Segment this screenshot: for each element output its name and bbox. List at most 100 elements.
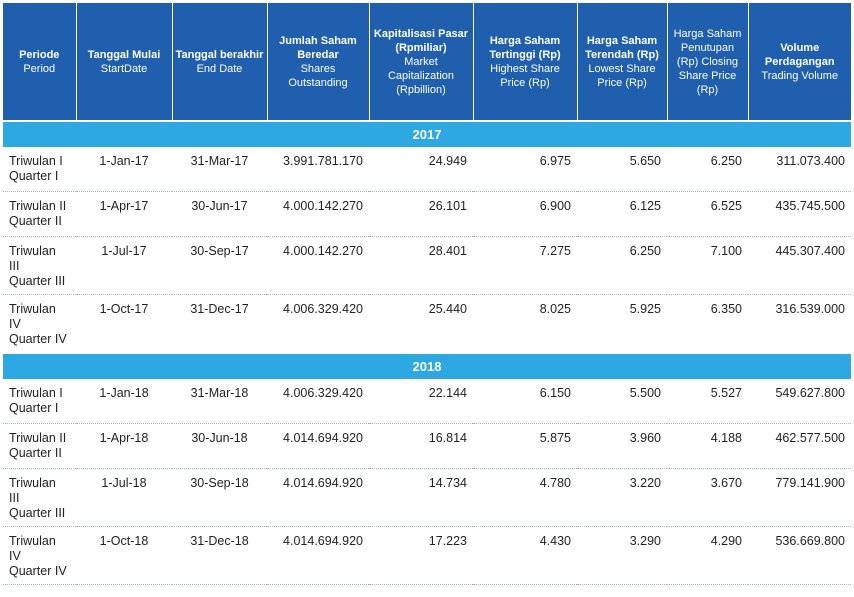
period-line: III (9, 491, 20, 505)
start-date-cell: 1-Oct-18 (76, 526, 172, 585)
trading-volume-cell: 462.577.500 (748, 423, 851, 469)
end-date-cell: 30-Sep-17 (172, 236, 267, 295)
period-line: Triwulan (9, 302, 56, 316)
header-shares-id: Jumlah Saham Beredar (279, 34, 357, 61)
header-volume-id: Volume Perdagangan (764, 41, 835, 68)
table-row: Triwulan II Quarter II 1-Apr-18 30-Jun-18 4.… (3, 423, 851, 469)
header-highest-price: Harga Saham Tertinggi (Rp) Highest Share … (473, 3, 578, 121)
trading-volume-cell: 536.669.800 (748, 526, 851, 585)
period-line: IV (9, 549, 21, 563)
lowest-price-cell: 3.960 (577, 423, 667, 469)
trading-volume-cell: 779.141.900 (748, 468, 851, 527)
start-date-cell: 1-Oct-17 (76, 294, 172, 354)
period-line: Quarter II (9, 214, 62, 228)
header-start-id: Tanggal Mulai (87, 48, 161, 61)
lowest-price-cell: 5.500 (577, 379, 667, 424)
lowest-price-cell: 5.925 (577, 294, 667, 354)
highest-price-cell: 5.875 (473, 423, 577, 469)
table-header-row: Periode Period Tanggal Mulai StartDate Tan… (3, 3, 851, 121)
closing-price-cell: 6.350 (667, 294, 748, 354)
year-label: 2018 (3, 352, 851, 379)
closing-price-cell: 6.525 (667, 191, 748, 237)
period-line: Triwulan (9, 244, 56, 258)
start-date-cell: 1-Jul-18 (76, 468, 172, 527)
header-period-en: Period (23, 62, 56, 75)
period-line: Quarter I (9, 401, 59, 415)
end-date-cell: 30-Jun-18 (172, 423, 267, 469)
market-cap-cell: 24.949 (369, 147, 473, 192)
lowest-price-cell: 6.125 (577, 191, 667, 237)
start-date-cell: 1-Apr-17 (76, 191, 172, 237)
header-cap-id: Kapitalisasi Pasar (Rpmiliar) (373, 27, 469, 54)
trading-volume-cell: 445.307.400 (748, 236, 851, 295)
period-line: Quarter III (9, 274, 66, 288)
table-row: Triwulan IV Quarter IV 1-Oct-18 31-Dec-18 4.0… (3, 526, 851, 585)
end-date-cell: 31-Dec-17 (172, 294, 267, 354)
period-line: Quarter IV (9, 564, 67, 578)
table-row: Triwulan I Quarter I 1-Jan-17 31-Mar-17 3.99… (3, 147, 851, 192)
header-lowest-price: Harga Saham Terendah (Rp) Lowest Share Pr… (577, 3, 668, 121)
period-cell: Triwulan II Quarter II (3, 423, 76, 469)
header-low-en: Lowest Share Price (Rp) (588, 62, 656, 89)
header-close-en: Harga Saham Penutupan (Rp) Closing Share… (673, 27, 742, 96)
lowest-price-cell: 3.290 (577, 526, 667, 585)
highest-price-cell: 6.150 (473, 379, 577, 424)
end-date-cell: 31-Mar-18 (172, 379, 267, 424)
start-date-cell: 1-Jan-18 (76, 379, 172, 424)
header-period: Periode Period (3, 3, 77, 121)
period-line: Quarter III (9, 506, 66, 520)
closing-price-cell: 4.188 (667, 423, 748, 469)
highest-price-cell: 4.430 (473, 526, 577, 585)
table-row: Triwulan II Quarter II 1-Apr-17 30-Jun-17 4.… (3, 191, 851, 237)
lowest-price-cell: 3.220 (577, 468, 667, 527)
header-high-en: Highest Share Price (Rp) (490, 62, 560, 89)
period-cell: Triwulan I Quarter I (3, 379, 76, 424)
header-start-en: StartDate (100, 62, 148, 75)
closing-price-cell: 3.670 (667, 468, 748, 527)
period-cell: Triwulan III Quarter III (3, 468, 76, 527)
header-end-date: Tanggal berakhir End Date (172, 3, 268, 121)
period-cell: Triwulan IV Quarter IV (3, 526, 76, 585)
shares-outstanding-cell: 4.006.329.420 (267, 294, 369, 354)
closing-price-cell: 7.100 (667, 236, 748, 295)
end-date-cell: 31-Mar-17 (172, 147, 267, 192)
header-shares-en: Shares Outstanding (288, 62, 348, 89)
header-volume-en: Trading Volume (761, 69, 839, 82)
period-line: Quarter I (9, 169, 59, 183)
market-cap-cell: 14.734 (369, 468, 473, 527)
trading-volume-cell: 549.627.800 (748, 379, 851, 424)
highest-price-cell: 6.975 (473, 147, 577, 192)
shares-outstanding-cell: 4.014.694.920 (267, 423, 369, 469)
shares-outstanding-cell: 4.006.329.420 (267, 379, 369, 424)
header-period-id: Periode (19, 48, 60, 61)
closing-price-cell: 5.527 (667, 379, 748, 424)
end-date-cell: 30-Sep-18 (172, 468, 267, 527)
start-date-cell: 1-Apr-18 (76, 423, 172, 469)
highest-price-cell: 6.900 (473, 191, 577, 237)
period-line: Triwulan (9, 476, 56, 490)
end-date-cell: 30-Jun-17 (172, 191, 267, 237)
header-end-en: End Date (196, 62, 243, 75)
market-cap-cell: 26.101 (369, 191, 473, 237)
period-line: Triwulan I (9, 386, 63, 400)
highest-price-cell: 4.780 (473, 468, 577, 527)
market-cap-cell: 25.440 (369, 294, 473, 354)
closing-price-cell: 4.290 (667, 526, 748, 585)
lowest-price-cell: 6.250 (577, 236, 667, 295)
share-price-table: Periode Period Tanggal Mulai StartDate Tan… (3, 3, 851, 585)
period-line: Triwulan (9, 534, 56, 548)
year-row: 2018 (3, 352, 851, 379)
header-cap-en: Market Capitalization (Rpbillion) (387, 55, 455, 96)
start-date-cell: 1-Jul-17 (76, 236, 172, 295)
trading-volume-cell: 311.073.400 (748, 147, 851, 192)
trading-volume-cell: 316.539.000 (748, 294, 851, 354)
header-high-id: Harga Saham Tertinggi (Rp) (489, 34, 561, 61)
shares-outstanding-cell: 4.000.142.270 (267, 191, 369, 237)
header-start-date: Tanggal Mulai StartDate (76, 3, 173, 121)
header-market-cap: Kapitalisasi Pasar (Rpmiliar) Market Capi… (369, 3, 474, 121)
start-date-cell: 1-Jan-17 (76, 147, 172, 192)
lowest-price-cell: 5.650 (577, 147, 667, 192)
period-line: Quarter II (9, 446, 62, 460)
shares-outstanding-cell: 4.014.694.920 (267, 468, 369, 527)
shares-outstanding-cell: 3.991.781.170 (267, 147, 369, 192)
